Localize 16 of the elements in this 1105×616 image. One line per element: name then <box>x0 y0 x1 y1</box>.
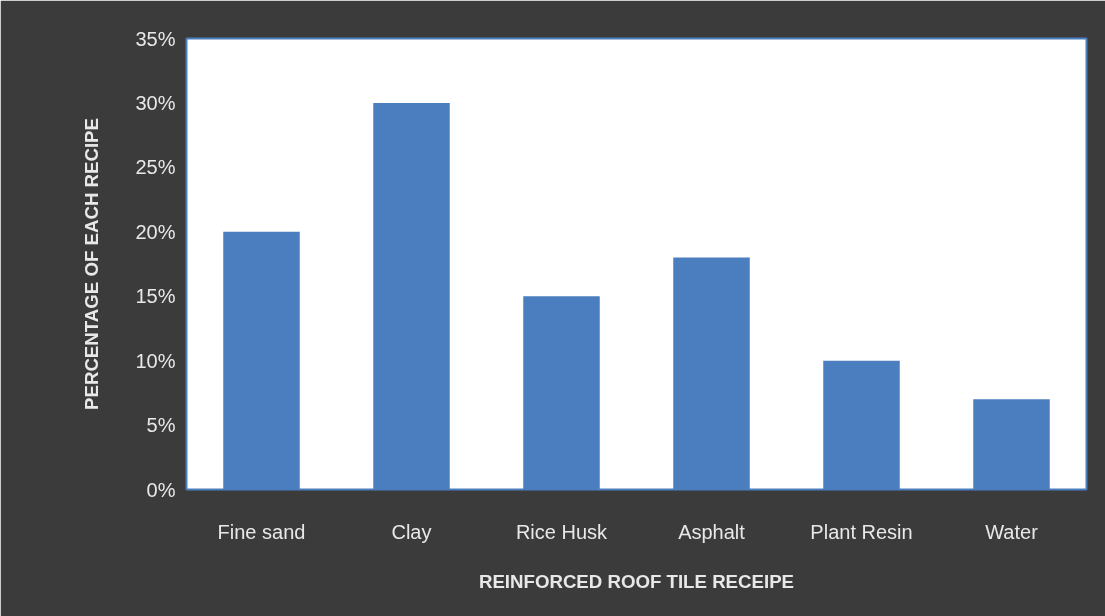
y-axis-title: PERCENTAGE OF EACH RECIPE <box>81 118 103 410</box>
x-tick-label: Water <box>985 520 1039 543</box>
x-tick-label: Fine sand <box>217 520 306 543</box>
x-tick-label: Rice Husk <box>515 520 609 543</box>
y-tick-label: 30% <box>135 91 176 114</box>
y-tick-label: 10% <box>135 349 176 372</box>
y-tick-label: 0% <box>146 478 176 501</box>
x-tick-label: Plant Resin <box>810 520 913 543</box>
x-axis-title: REINFORCED ROOF TILE RECEIPE <box>478 570 795 592</box>
y-tick-label: 5% <box>146 414 176 437</box>
y-tick-label: 25% <box>135 156 176 179</box>
y-tick-label: 15% <box>135 285 176 308</box>
y-tick-label: 20% <box>135 220 176 243</box>
y-tick-label: 35% <box>135 27 176 50</box>
x-tick-label: Clay <box>391 520 432 543</box>
x-tick-label: Asphalt <box>678 520 746 543</box>
